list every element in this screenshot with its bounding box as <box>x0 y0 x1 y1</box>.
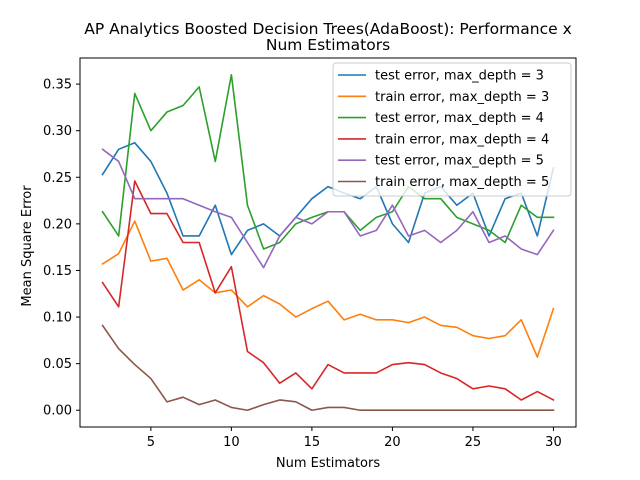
x-tick-label: 15 <box>304 435 321 450</box>
x-tick-label: 20 <box>384 435 401 450</box>
y-tick-label: 0.35 <box>43 78 72 93</box>
chart-title-line-1: AP Analytics Boosted Decision Trees(AdaB… <box>84 20 572 38</box>
axes-frame <box>79 57 577 428</box>
y-tick-label: 0.30 <box>43 124 72 139</box>
y-tick-label: 0.00 <box>43 404 72 419</box>
legend-box <box>332 62 572 197</box>
series-line-1 <box>101 142 555 256</box>
y-tick-label: 0.10 <box>43 311 72 326</box>
series-line-5 <box>101 148 555 269</box>
y-axis-label: Mean Square Error <box>20 185 35 307</box>
legend-label-4: train error, max_depth = 4 <box>375 132 549 147</box>
legend: test error, max_depth = 3 train error, ma… <box>332 62 572 197</box>
series-line-6 <box>101 324 555 412</box>
y-tick-label: 0.20 <box>43 217 72 232</box>
legend-label-3: test error, max_depth = 4 <box>375 111 544 126</box>
x-tick-label: 30 <box>545 435 562 450</box>
legend-label-5: test error, max_depth = 5 <box>375 154 544 169</box>
legend-label-6: train error, max_depth = 5 <box>375 175 549 190</box>
legend-label-1: test error, max_depth = 3 <box>375 69 544 84</box>
series-line-4 <box>101 180 555 402</box>
y-tick-label: 0.25 <box>43 171 72 186</box>
y-tick-label: 0.05 <box>43 357 72 372</box>
y-tick-label: 0.15 <box>43 264 72 279</box>
series-line-2 <box>101 220 555 358</box>
x-tick-label: 10 <box>223 435 240 450</box>
plot-area: 5 10 15 20 25 30 0.00 0.05 0.10 0.15 0.20 0.25 0.30 0… <box>43 57 577 450</box>
chart-title-line-2: Num Estimators <box>266 36 390 54</box>
x-tick-label: 5 <box>147 435 155 450</box>
x-axis-label: Num Estimators <box>276 456 380 471</box>
x-tick-label: 25 <box>465 435 482 450</box>
legend-label-2: train error, max_depth = 3 <box>375 90 549 105</box>
